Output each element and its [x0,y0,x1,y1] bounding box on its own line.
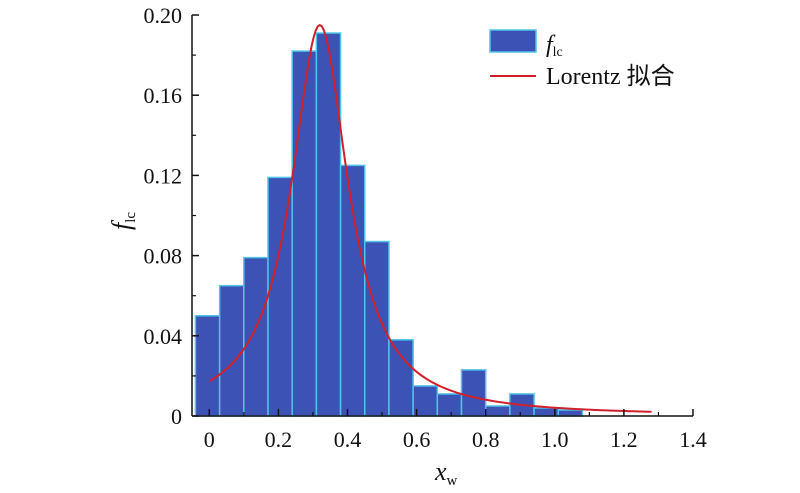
histogram-bar [460,369,487,417]
histogram-bar [436,393,463,417]
histogram-bar [194,315,221,417]
histogram-bar [339,164,366,417]
lorentz-fit-line [208,23,652,413]
y-axis-title: flc [107,212,139,230]
x-tick-labels: 0 0.2 0.4 0.6 0.8 1.0 1.2 1.4 [204,427,707,452]
histogram-bar [267,176,293,417]
legend-swatch-bar [489,29,537,53]
histogram-bars [194,32,584,417]
y-tick-label: 0.12 [144,163,183,188]
x-tick-label: 0.6 [403,427,431,452]
x-tick-label: 1.0 [541,427,569,452]
histogram-bar [388,339,414,417]
x-tick-label: 0 [204,427,215,452]
x-tick-label: 0.4 [334,427,362,452]
y-tick-label: 0 [171,404,182,429]
y-tick-label: 0.08 [144,244,183,269]
histogram-bar [315,32,342,417]
y-tick-label: 0.04 [144,324,183,349]
legend-label-bar: flc [546,32,563,60]
legend-label-bar-main: f [546,32,556,58]
x-axis-title-sub: w [447,473,458,489]
y-tick-label: 0.16 [144,83,183,108]
y-axis-title-main: f [107,219,136,230]
histogram-bar [243,256,269,417]
y-tick-labels: 0 0.04 0.08 0.12 0.16 0.20 [144,3,183,429]
x-tick-label: 1.4 [679,427,707,452]
x-tick-label: 1.2 [610,427,638,452]
histogram-bar [291,50,318,417]
legend: flc Lorentz 拟合 [489,29,675,90]
legend-label-bar-sub: lc [553,45,563,60]
x-tick-label: 0.2 [265,427,293,452]
x-axis-title-main: x [434,457,447,486]
histogram-bar [484,405,511,417]
y-tick-label: 0.20 [144,3,183,28]
x-axis-title: xw [434,457,458,489]
axes [191,14,694,417]
histogram-bar [218,284,245,417]
histogram-bar [557,409,584,417]
y-axis-title-sub: lc [123,212,139,223]
x-tick-label: 0.8 [472,427,500,452]
legend-label-line: Lorentz 拟合 [546,63,675,90]
